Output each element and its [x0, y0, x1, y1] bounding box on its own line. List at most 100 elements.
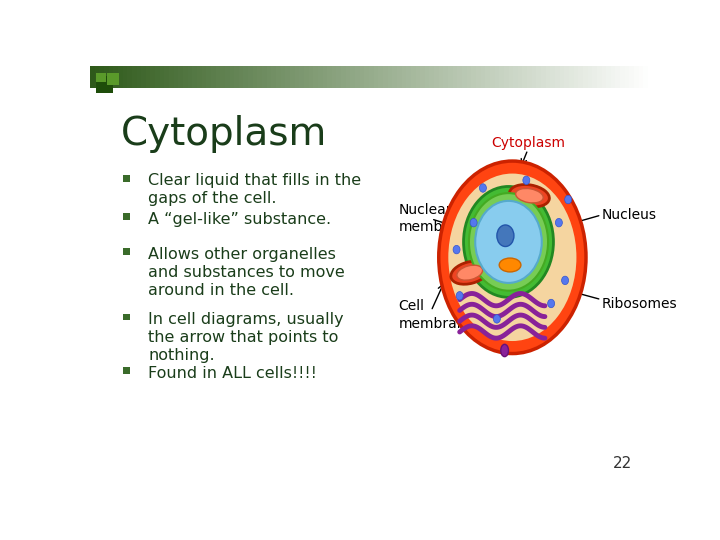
Bar — [336, 66, 342, 88]
Bar — [625, 66, 630, 88]
Bar — [364, 66, 370, 88]
Ellipse shape — [475, 201, 541, 283]
Bar — [616, 66, 621, 88]
Text: Nuclear
membrane: Nuclear membrane — [398, 203, 474, 234]
Ellipse shape — [499, 258, 521, 272]
Bar — [266, 66, 272, 88]
Bar — [309, 66, 314, 88]
Bar — [611, 66, 616, 88]
Text: A “gel-like” substance.: A “gel-like” substance. — [148, 212, 331, 227]
Ellipse shape — [453, 245, 460, 254]
Ellipse shape — [500, 345, 508, 356]
Bar — [141, 66, 147, 88]
Bar — [211, 66, 216, 88]
Bar — [504, 66, 509, 88]
Bar — [444, 66, 449, 88]
Bar — [532, 66, 537, 88]
Bar — [481, 66, 486, 88]
Bar — [527, 66, 533, 88]
Bar — [644, 66, 649, 88]
Bar — [485, 66, 490, 88]
Bar — [457, 66, 463, 88]
Bar — [564, 66, 570, 88]
Bar — [150, 66, 156, 88]
Bar — [392, 66, 397, 88]
Bar — [285, 66, 291, 88]
Text: In cell diagrams, usually
the arrow that points to
nothing.: In cell diagrams, usually the arrow that… — [148, 312, 343, 363]
Bar — [513, 66, 518, 88]
Ellipse shape — [438, 161, 586, 354]
Ellipse shape — [493, 315, 500, 323]
Bar — [397, 66, 402, 88]
Text: Nucleus: Nucleus — [601, 208, 657, 222]
Bar — [323, 66, 328, 88]
Bar — [555, 66, 560, 88]
Bar — [290, 66, 295, 88]
Bar — [378, 66, 384, 88]
Bar — [453, 66, 458, 88]
Bar — [518, 66, 523, 88]
Bar — [402, 66, 407, 88]
Bar — [206, 66, 212, 88]
Bar — [300, 66, 305, 88]
Ellipse shape — [510, 185, 549, 207]
Bar — [127, 66, 132, 88]
Text: Allows other organelles
and substances to move
around in the cell.: Allows other organelles and substances t… — [148, 247, 345, 298]
Bar — [197, 66, 202, 88]
Bar — [332, 66, 337, 88]
Ellipse shape — [523, 176, 530, 185]
Bar — [122, 248, 130, 255]
Ellipse shape — [456, 292, 463, 300]
Bar — [122, 367, 130, 374]
Bar — [406, 66, 412, 88]
Bar — [169, 66, 174, 88]
Bar — [243, 66, 249, 88]
Bar — [188, 66, 193, 88]
Bar — [192, 66, 198, 88]
Bar — [355, 66, 361, 88]
Bar — [96, 72, 106, 82]
Bar — [383, 66, 388, 88]
Bar — [593, 66, 598, 88]
Ellipse shape — [516, 188, 543, 203]
Bar — [132, 66, 138, 88]
Bar — [374, 66, 379, 88]
Bar — [629, 66, 635, 88]
Text: Ribosomes: Ribosomes — [601, 296, 677, 310]
Bar — [281, 66, 286, 88]
Bar — [118, 66, 123, 88]
Text: Clear liquid that fills in the
gaps of the cell.: Clear liquid that fills in the gaps of t… — [148, 173, 361, 206]
Bar — [304, 66, 310, 88]
Bar — [351, 66, 356, 88]
Bar — [271, 66, 276, 88]
Ellipse shape — [555, 218, 562, 227]
Bar — [179, 66, 184, 88]
Bar — [639, 66, 644, 88]
Ellipse shape — [548, 299, 554, 308]
Bar — [490, 66, 495, 88]
Ellipse shape — [449, 173, 577, 341]
Bar — [327, 66, 333, 88]
Bar — [536, 66, 542, 88]
Bar — [107, 72, 120, 85]
Bar — [122, 66, 128, 88]
Bar — [262, 66, 267, 88]
Bar — [220, 66, 225, 88]
Bar — [574, 66, 579, 88]
Bar — [248, 66, 253, 88]
Text: 22: 22 — [613, 456, 632, 471]
Bar — [499, 66, 505, 88]
Bar — [415, 66, 421, 88]
Bar — [230, 66, 235, 88]
Bar — [523, 66, 528, 88]
Bar — [476, 66, 482, 88]
Bar — [234, 66, 240, 88]
Bar — [634, 66, 639, 88]
Text: Cytoplasm: Cytoplasm — [121, 115, 328, 153]
Ellipse shape — [564, 195, 572, 204]
Bar — [294, 66, 300, 88]
Bar — [569, 66, 575, 88]
Bar — [239, 66, 244, 88]
Bar — [215, 66, 221, 88]
Bar — [387, 66, 393, 88]
